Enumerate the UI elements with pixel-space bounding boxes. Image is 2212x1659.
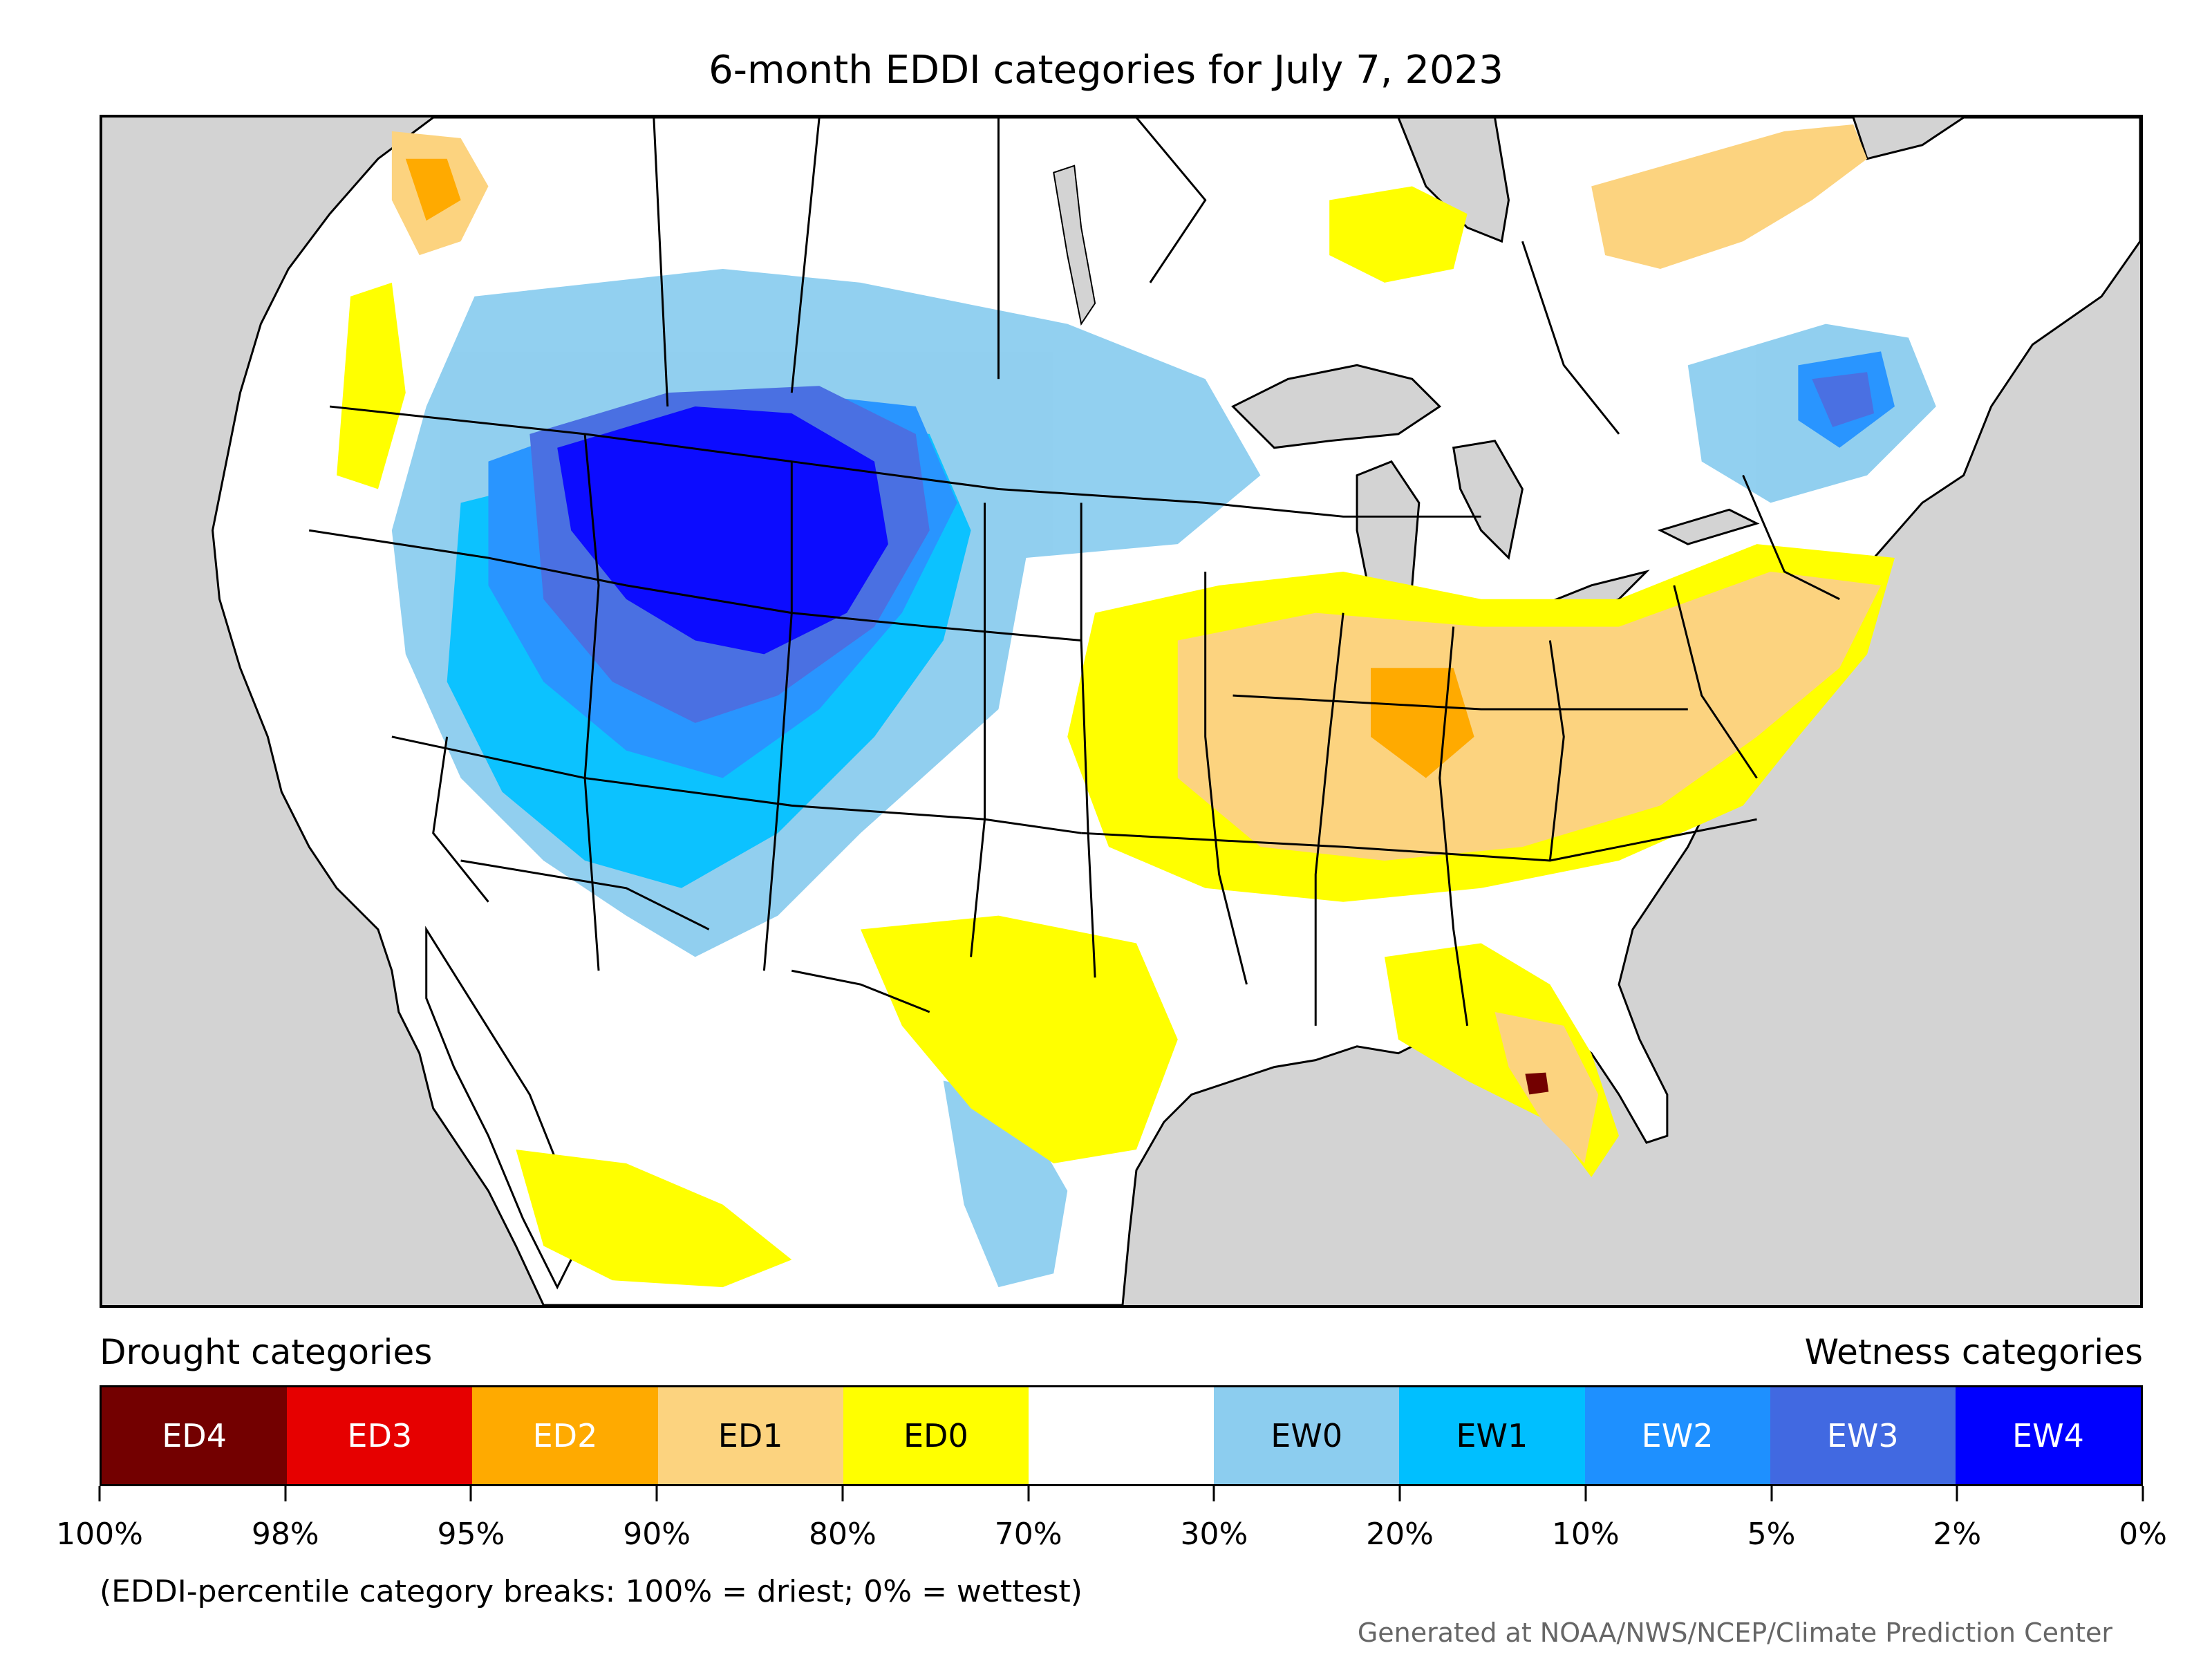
colorbar-cell-ed2: ED2 xyxy=(472,1387,658,1484)
colorbar-tick-label: 80% xyxy=(809,1517,877,1552)
colorbar-tick xyxy=(2141,1486,2144,1501)
colorbar-tick-label: 10% xyxy=(1551,1517,1620,1552)
colorbar-tick-label: 30% xyxy=(1180,1517,1248,1552)
colorbar-cell-normal xyxy=(1028,1387,1215,1484)
colorbar-tick xyxy=(841,1486,844,1501)
colorbar-tick xyxy=(1956,1486,1958,1501)
credit-line: Generated at NOAA/NWS/NCEP/Climate Predi… xyxy=(1357,1618,2112,1648)
eddi-map xyxy=(100,115,2143,1308)
colorbar-cell-ew3: EW3 xyxy=(1770,1387,1956,1484)
colorbar-tick-label: 70% xyxy=(994,1517,1062,1552)
lake-winnipeg xyxy=(1053,165,1096,326)
percentile-ticks: 100% 98% 95% 90% 80% 70% 30% 20% 10% 5% 2% 0% xyxy=(56,1486,2167,1552)
colorbar-cell-ew1: EW1 xyxy=(1399,1387,1585,1484)
colorbar-tick xyxy=(1027,1486,1030,1501)
map-title: 6-month EDDI categories for July 7, 2023 xyxy=(709,48,1503,93)
category-breaks-note: (EDDI-percentile category breaks: 100% =… xyxy=(100,1574,1082,1609)
james-bay xyxy=(1397,118,1510,243)
category-colorbar: ED4 ED3 ED2 ED1 ED0 EW0 EW1 EW2 EW3 EW4 xyxy=(100,1385,2143,1486)
colorbar-tick xyxy=(1584,1486,1587,1501)
colorbar-tick xyxy=(1212,1486,1215,1501)
colorbar-cell-ew0: EW0 xyxy=(1214,1387,1400,1484)
colorbar-cell-ed3: ED3 xyxy=(287,1387,473,1484)
colorbar-tick xyxy=(1770,1486,1773,1501)
colorbar-cell-ew2: EW2 xyxy=(1584,1387,1770,1484)
state-boundaries xyxy=(308,118,1840,1027)
drought-categories-heading: Drought categories xyxy=(100,1332,433,1372)
colorbar-tick xyxy=(98,1486,101,1501)
colorbar-tick xyxy=(284,1486,287,1501)
colorbar-tick xyxy=(1398,1486,1401,1501)
colorbar-tick-label: 98% xyxy=(251,1517,319,1552)
colorbar-cell-ew4: EW4 xyxy=(1955,1387,2141,1484)
drought-shading xyxy=(337,124,1895,1288)
colorbar-cell-ed0: ED0 xyxy=(843,1387,1029,1484)
wetness-categories-heading: Wetness categories xyxy=(1804,1332,2143,1372)
colorbar-tick-label: 5% xyxy=(1747,1517,1796,1552)
colorbar-tick-label: 95% xyxy=(437,1517,505,1552)
wetness-shading xyxy=(391,268,1936,1288)
colorbar-tick-label: 100% xyxy=(56,1517,143,1552)
colorbar-tick-label: 20% xyxy=(1366,1517,1434,1552)
colorbar-tick xyxy=(655,1486,658,1501)
colorbar-tick-label: 0% xyxy=(2119,1517,2167,1552)
colorbar-cell-ed4: ED4 xyxy=(102,1387,288,1484)
colorbar-cell-ed1: ED1 xyxy=(657,1387,843,1484)
colorbar-tick-label: 90% xyxy=(623,1517,691,1552)
colorbar-tick-label: 2% xyxy=(1933,1517,1982,1552)
colorbar-tick xyxy=(469,1486,472,1501)
